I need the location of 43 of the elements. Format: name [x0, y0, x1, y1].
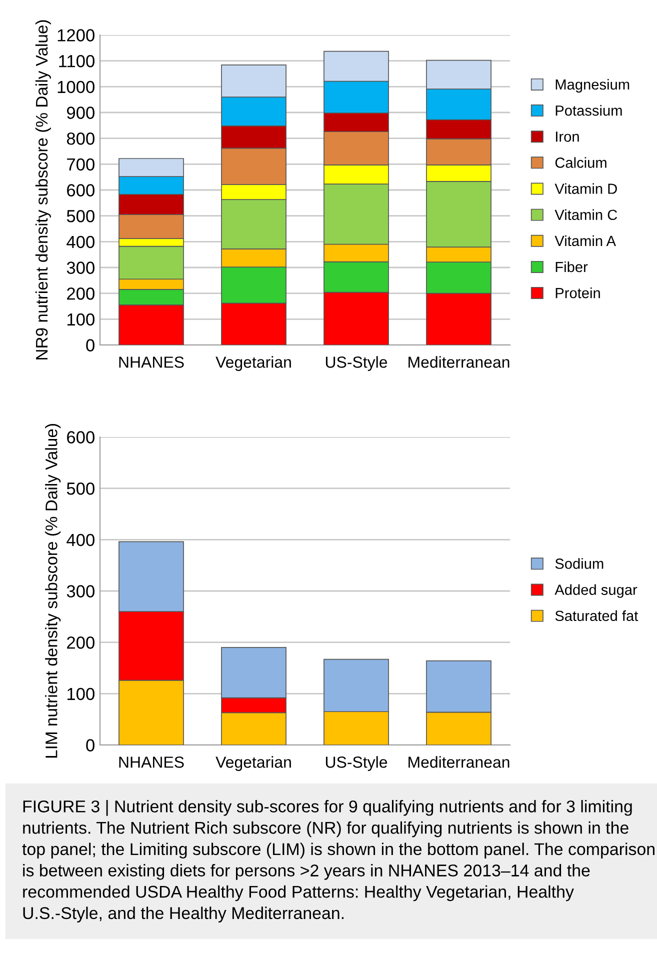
- y-tick-label: 500: [66, 210, 94, 222]
- x-tick-label: Vegetarian: [216, 756, 291, 771]
- y-tick-label: 1200: [58, 29, 94, 42]
- y-tick-label: 300: [66, 262, 94, 274]
- y-tick-label: 0: [86, 339, 94, 352]
- x-tick-label: Mediterranean: [408, 356, 510, 368]
- y-tick-label: 200: [67, 288, 94, 300]
- legend-label: Potassium: [556, 105, 622, 116]
- x-tick-label: US-Style: [326, 756, 388, 771]
- y-axis-title: LIM nutrient density subscore (% Daily Value): [45, 424, 61, 758]
- legend-label: Vitamin C: [554, 209, 618, 220]
- y-tick-label: 400: [66, 236, 94, 248]
- x-tick-label: US-Style: [326, 356, 388, 371]
- x-tick-label: NHANES: [119, 356, 184, 368]
- legend-label: Sodium: [555, 558, 604, 569]
- y-tick-label: 600: [67, 431, 94, 444]
- x-tick-label: Vegetarian: [216, 356, 291, 371]
- legend-label: Fiber: [556, 261, 588, 272]
- y-tick-label: 700: [67, 158, 94, 171]
- y-tick-label: 1000: [58, 80, 94, 94]
- y-tick-label: 0: [86, 739, 94, 752]
- y-tick-label: 300: [66, 585, 94, 598]
- x-tick-label: Mediterranean: [408, 756, 510, 768]
- legend-label: Saturated fat: [555, 610, 638, 622]
- legend-label: Added sugar: [554, 584, 638, 598]
- caption: FIGURE 3 | Nutrient density sub-scores for 9 qualifying nutrients and for 3 limiting nutrients. The Nutrient Rich subscore (NR) for qualifying nutrients is shown in the top panel; the Limiting subscore (LIM) is shown in the bottom panel. The comparison is between existing diets for persons >2 years in NHANES 2013–14 and the recommended USDA Healthy Food Patterns: Healthy Vegetarian, Healthy U.S.-Style, and the Healthy Mediterranean.: [22, 800, 654, 922]
- legend-label: Vitamin A: [554, 235, 616, 246]
- legend-label: Protein: [556, 288, 600, 298]
- x-tick-label: NHANES: [119, 756, 184, 768]
- y-tick-label: 600: [67, 184, 94, 196]
- y-tick-label: 400: [66, 534, 94, 546]
- legend-label: Magnesium: [556, 78, 630, 93]
- y-tick-label: 500: [66, 482, 94, 495]
- legend-label: Vitamin D: [554, 183, 617, 194]
- y-tick-label: 200: [67, 636, 94, 649]
- legend-label: Calcium: [555, 157, 606, 168]
- y-tick-label: 900: [66, 106, 94, 119]
- y-axis-title: NR9 nutrient density subscore (% Daily Value): [35, 20, 51, 360]
- y-tick-label: 1100: [59, 55, 94, 68]
- y-tick-label: 100: [68, 313, 94, 326]
- y-tick-label: 100: [68, 688, 94, 700]
- y-tick-label: 800: [66, 132, 94, 145]
- legend-label: Iron: [556, 132, 579, 142]
